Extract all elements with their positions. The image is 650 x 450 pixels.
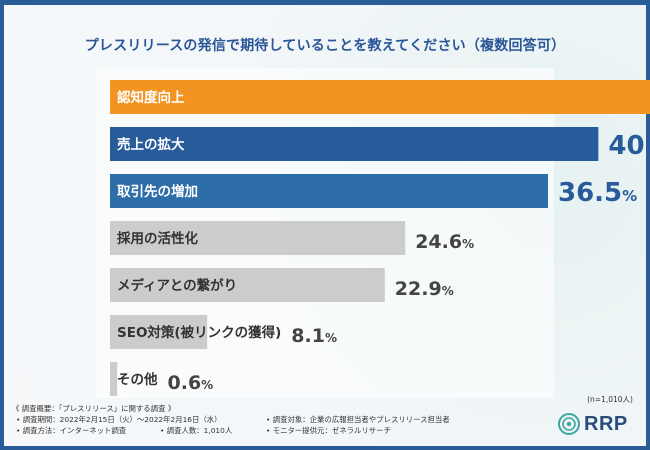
footer-target: • 調査対象：企業の広報担当者やプレスリリース担当者 [266,415,450,424]
value-label-4: 22.9% [395,278,454,300]
footer-method: • 調査方法：インターネット調査 [16,426,127,435]
footer-provider: • モニター提供元：ゼネラルリサーチ [266,426,391,435]
bar-label-5: SEO対策(被リンクの獲得) [117,324,281,341]
bar-5 [110,315,208,349]
bar-3 [110,221,406,255]
value-label-6: 0.6% [168,372,214,394]
logo-mark-icon [558,413,580,435]
value-label-1: 40.7% [608,131,650,161]
bar-6 [110,362,118,396]
value-label-2: 36.5% [558,178,637,208]
bar-4 [110,268,385,302]
rrp-logo: RRP [557,412,637,436]
bar-label-2: 取引先の増加 [117,183,198,200]
bar-label-4: メディアとの繋がり [117,277,237,294]
sample-size-note: (n=1,010人) [587,395,633,404]
footer-period: • 調査期間：2022年2月15日（火）～2022年2月16日（水） [16,415,222,424]
bar-label-1: 売上の拡大 [117,136,185,153]
chart-title: プレスリリースの発信で期待していることを教えてください（複数回答可） [84,38,566,54]
logo-text: RRP [584,413,628,435]
bar-label-0: 認知度向上 [117,89,185,106]
bar-1 [110,127,599,161]
bar-label-6: その他 [117,371,158,388]
value-label-3: 24.6% [415,231,474,253]
value-label-5: 8.1% [291,325,337,347]
bar-label-3: 採用の活性化 [117,230,198,247]
bar-2 [110,174,548,208]
bar-0 [110,80,650,114]
footer-heading: 《 調査概要：「プレスリリース」に関する調査 》 [12,404,176,413]
footer-people: • 調査人数：1,010人 [160,426,233,435]
